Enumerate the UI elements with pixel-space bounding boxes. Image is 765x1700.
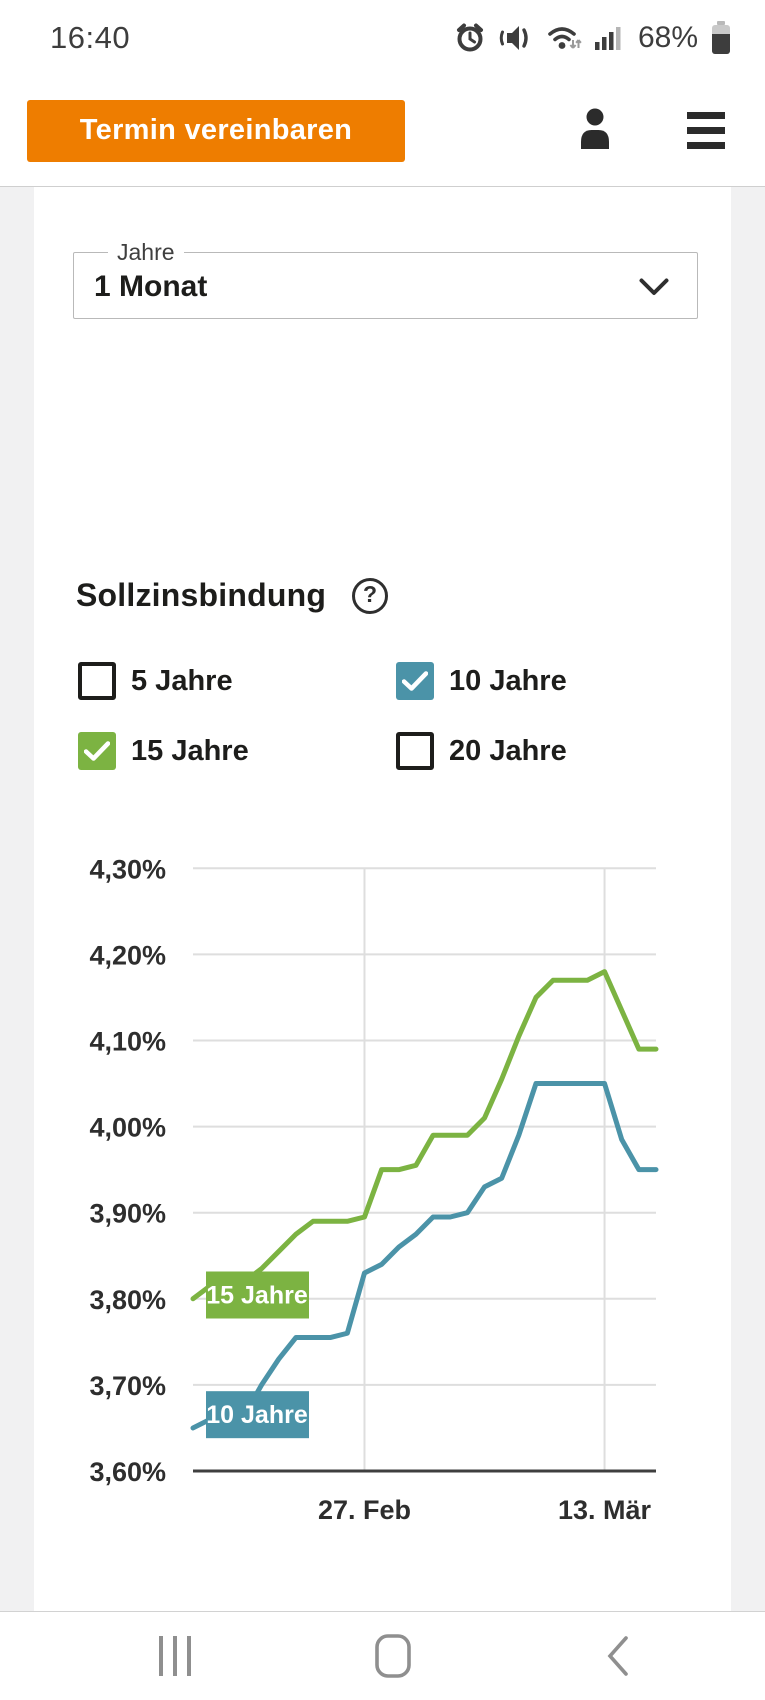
- checkbox-label: 20 Jahre: [449, 734, 567, 767]
- period-select[interactable]: Jahre 1 Monat: [73, 239, 698, 319]
- y-axis-tick-label: 3,60%: [89, 1457, 166, 1487]
- series-label-box: [206, 1391, 309, 1439]
- recents-icon[interactable]: [140, 1612, 210, 1700]
- mute-vibrate-icon: [499, 25, 528, 50]
- android-nav-bar: [0, 1611, 765, 1700]
- checkbox-5-jahre[interactable]: [78, 662, 116, 700]
- section-title: Sollzinsbindung: [76, 577, 327, 613]
- appointment-cta-button[interactable]: Termin vereinbaren: [27, 99, 405, 162]
- period-select-label: Jahre: [117, 239, 175, 265]
- account-button[interactable]: [579, 108, 611, 153]
- section-heading-row: Sollzinsbindung ?: [76, 577, 389, 614]
- battery-percent: 68%: [637, 20, 698, 54]
- checkbox-label: 15 Jahre: [131, 734, 249, 767]
- hamburger-menu-icon[interactable]: [687, 112, 725, 149]
- checkbox-row: 20 Jahre: [396, 732, 567, 770]
- chart-svg: 4,30% 4,20% 4,10% 4,00% 3,90% 3,80% 3,70% 3,60%…: [89, 854, 659, 1525]
- content-card: Jahre 1 Monat Sollzinsbindung ? 5 Jahre …: [34, 187, 731, 1611]
- checkbox-row: 15 Jahre: [78, 732, 249, 770]
- checkbox-15-jahre[interactable]: [78, 732, 116, 770]
- series-line: [190, 969, 659, 1302]
- y-axis-tick-label: 4,00%: [89, 1113, 166, 1143]
- checkbox-20-jahre[interactable]: [396, 732, 434, 770]
- home-icon[interactable]: [358, 1612, 428, 1700]
- x-axis-tick-label: 13. Mär: [558, 1495, 652, 1525]
- y-axis-tick-label: 3,80%: [89, 1285, 166, 1315]
- clock: 16:40: [50, 19, 131, 55]
- series-label-box: [206, 1271, 309, 1319]
- page-background: Jahre 1 Monat Sollzinsbindung ? 5 Jahre …: [0, 187, 765, 1611]
- y-axis-tick-label: 4,10%: [89, 1027, 166, 1057]
- person-icon: [581, 108, 609, 149]
- checkbox-10-jahre[interactable]: [396, 662, 434, 700]
- interest-rate-chart: 4,30% 4,20% 4,10% 4,00% 3,90% 3,80% 3,70% 3,60%…: [34, 807, 729, 1552]
- app-header: Termin vereinbaren: [0, 75, 765, 187]
- check-icon: [84, 741, 110, 761]
- series-label: 15 Jahre: [206, 1281, 308, 1309]
- y-axis-tick-label: 3,90%: [89, 1199, 166, 1229]
- help-icon[interactable]: ?: [352, 577, 389, 614]
- y-axis-tick-label: 4,20%: [89, 940, 166, 970]
- series-label: 10 Jahre: [206, 1401, 308, 1429]
- back-icon[interactable]: [583, 1612, 653, 1700]
- check-icon: [402, 671, 428, 691]
- battery-icon: [712, 20, 730, 54]
- checkbox-label: 5 Jahre: [131, 664, 233, 697]
- period-select-value: 1 Monat: [94, 270, 208, 303]
- alarm-icon: [456, 23, 483, 51]
- wifi-icon: [548, 26, 582, 49]
- checkbox-row: 10 Jahre: [396, 662, 567, 700]
- chevron-down-icon: [639, 278, 669, 295]
- checkbox-row: 5 Jahre: [78, 662, 233, 700]
- y-axis-tick-label: 3,70%: [89, 1371, 166, 1401]
- status-bar: 16:40 68%: [0, 0, 765, 75]
- x-axis-tick-label: 27. Feb: [318, 1495, 411, 1525]
- signal-strength-icon: [594, 26, 621, 50]
- series-line: [190, 1081, 659, 1431]
- checkbox-label: 10 Jahre: [449, 664, 567, 697]
- y-axis-tick-label: 4,30%: [89, 854, 166, 884]
